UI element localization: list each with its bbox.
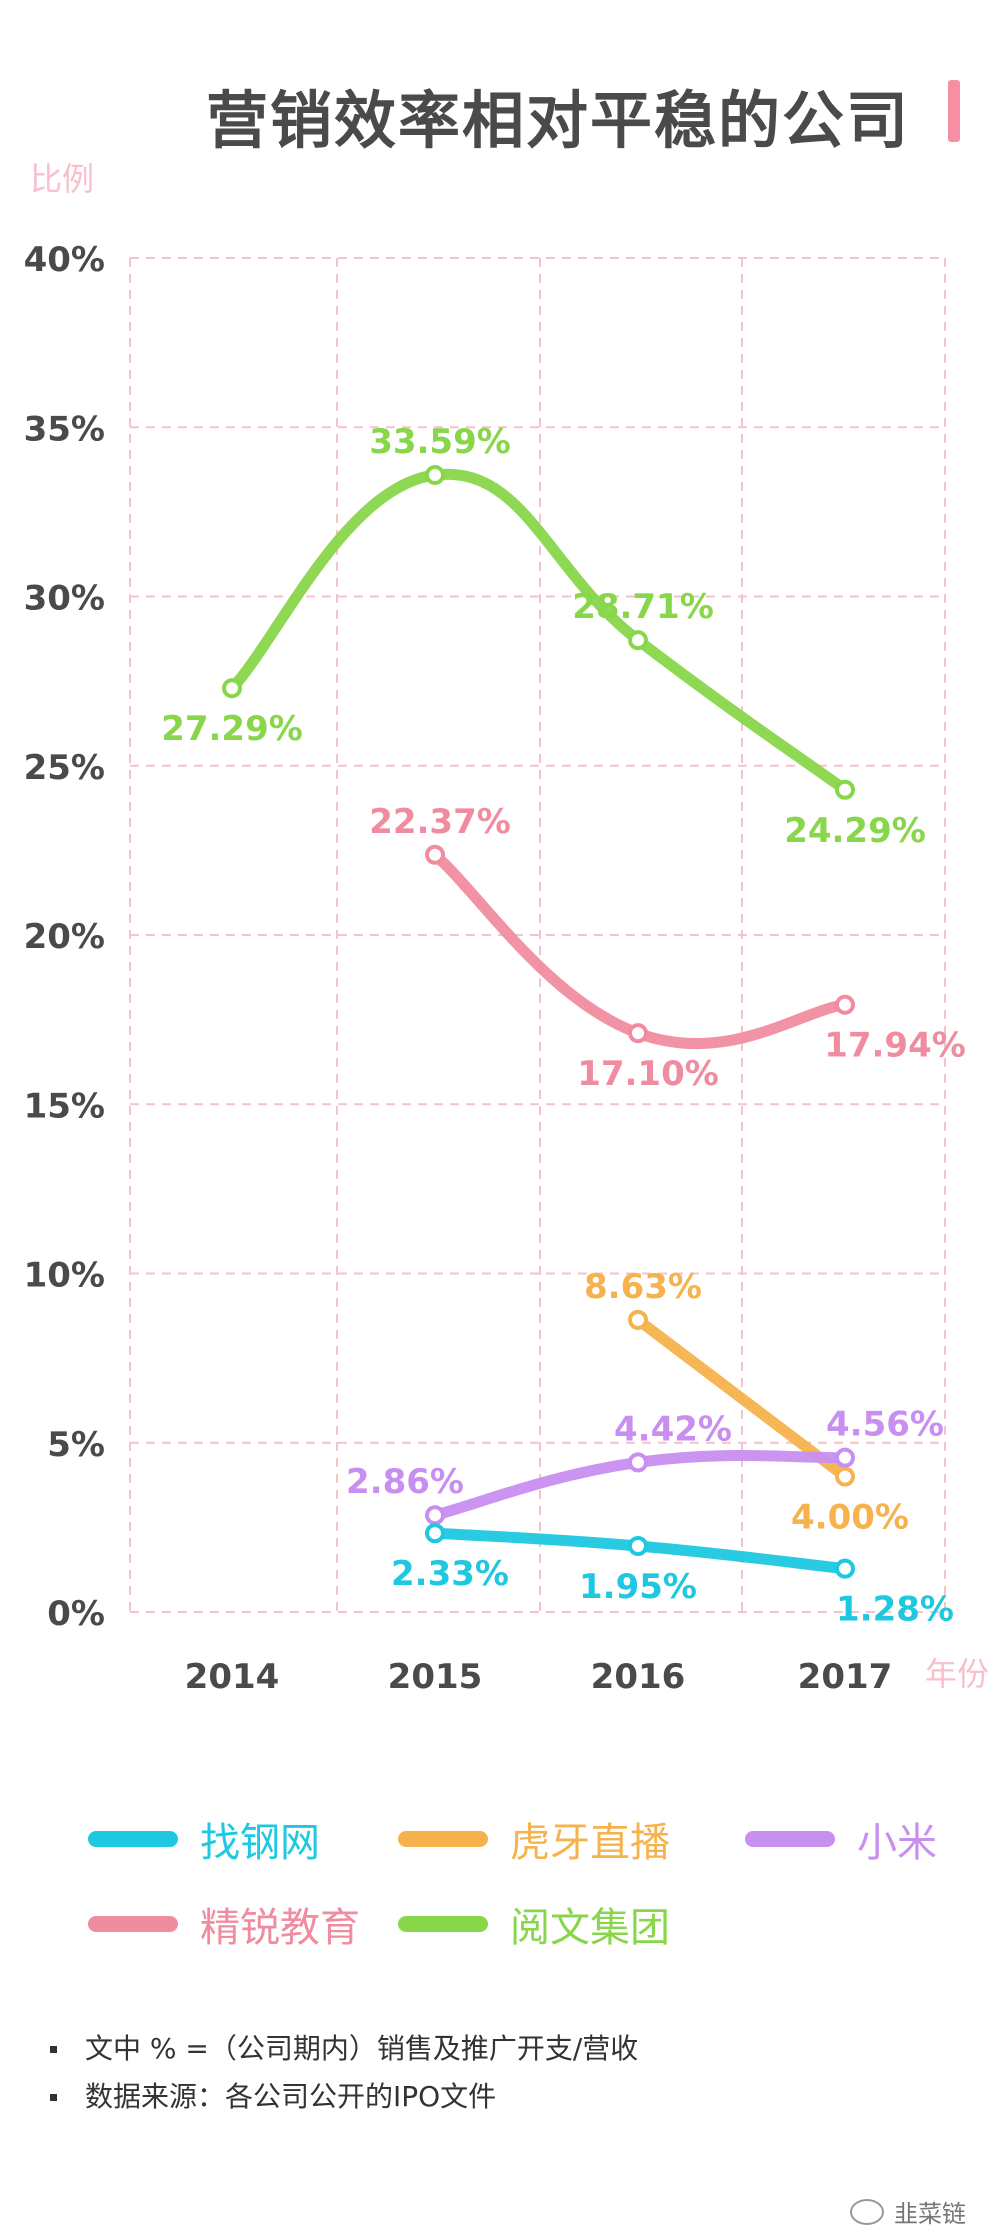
data-label: 22.37% <box>369 802 511 842</box>
x-tick-label: 2014 <box>185 1657 280 1697</box>
legend-label: 精锐教育 <box>200 1905 360 1951</box>
data-point <box>628 1452 648 1473</box>
legend-swatch <box>745 1831 835 1847</box>
data-point <box>835 994 855 1015</box>
data-point <box>835 1466 855 1487</box>
y-axis-label: 比例 <box>30 160 94 198</box>
bullet-icon <box>50 2093 57 2101</box>
footnote: 文中 % =（公司期内）销售及推广开支/营收 <box>50 2025 638 2073</box>
legend-swatch <box>88 1916 178 1932</box>
data-label: 2.33% <box>391 1554 509 1594</box>
series-line <box>429 849 851 1050</box>
legend-swatch <box>398 1916 488 1932</box>
data-label: 2.86% <box>346 1462 464 1502</box>
data-point <box>425 464 445 485</box>
series-line <box>632 1314 851 1483</box>
legend-label: 找钢网 <box>200 1820 320 1866</box>
footnotes: 文中 % =（公司期内）销售及推广开支/营收 数据来源：各公司公开的IPO文件 <box>50 2025 638 2121</box>
legend-item-yuewen: 阅文集团 <box>398 1895 670 1953</box>
y-tick-label: 15% <box>24 1086 105 1126</box>
data-point <box>628 1535 648 1556</box>
data-point <box>835 779 855 800</box>
y-tick-label: 5% <box>47 1425 105 1465</box>
legend-label: 虎牙直播 <box>510 1820 670 1866</box>
data-label: 4.00% <box>791 1498 909 1538</box>
legend-item-xiaomi: 小米 <box>745 1810 937 1868</box>
data-label: 1.28% <box>836 1590 954 1630</box>
line-chart: 0% 5% 10% 15% 20% 25% 30% 35% 40% 2014 2015 2016 201… <box>24 160 989 1697</box>
data-point <box>835 1447 855 1468</box>
data-label: 33.59% <box>369 422 511 462</box>
data-label: 28.71% <box>572 587 714 627</box>
footnote: 数据来源：各公司公开的IPO文件 <box>50 2073 638 2121</box>
y-tick-label: 40% <box>24 240 105 280</box>
legend-label: 小米 <box>857 1820 937 1866</box>
y-tick-label: 0% <box>47 1594 105 1634</box>
data-label: 24.29% <box>784 811 926 851</box>
data-point <box>425 844 445 865</box>
footnote-text: 文中 % =（公司期内）销售及推广开支/营收 <box>85 2032 639 2065</box>
data-label: 8.63% <box>584 1267 702 1307</box>
data-point <box>628 1023 648 1044</box>
data-point <box>425 1523 445 1544</box>
chart-title: 营销效率相对平稳的公司 <box>205 84 910 157</box>
data-label: 17.10% <box>577 1054 719 1094</box>
y-tick-label: 20% <box>24 917 105 957</box>
watermark-text: 韭菜链 <box>894 2200 966 2228</box>
data-point <box>628 1309 648 1330</box>
legend-item-jingrui: 精锐教育 <box>88 1895 360 1953</box>
y-tick-label: 25% <box>24 748 105 788</box>
y-tick-label: 10% <box>24 1256 105 1296</box>
data-point <box>835 1558 855 1579</box>
bullet-icon <box>50 2045 57 2053</box>
title-accent-bar <box>948 80 960 142</box>
data-point <box>628 630 648 651</box>
series-line <box>226 468 851 796</box>
legend-item-huya: 虎牙直播 <box>398 1810 670 1868</box>
footnote-text: 数据来源：各公司公开的IPO文件 <box>85 2080 497 2113</box>
data-label: 27.29% <box>161 709 303 749</box>
watermark: 韭菜链 <box>850 2194 966 2229</box>
x-tick-label: 2015 <box>388 1657 483 1697</box>
data-label: 4.42% <box>614 1409 732 1449</box>
wechat-icon <box>850 2198 884 2225</box>
y-tick-label: 30% <box>24 579 105 619</box>
y-tick-label: 35% <box>24 409 105 449</box>
legend-swatch <box>398 1831 488 1847</box>
legend-label: 阅文集团 <box>510 1905 670 1951</box>
legend-swatch <box>88 1831 178 1847</box>
legend-item-zhaogangwang: 找钢网 <box>88 1810 320 1868</box>
x-axis-label: 年份 <box>925 1655 989 1693</box>
data-label: 17.94% <box>824 1026 966 1066</box>
x-tick-label: 2016 <box>591 1657 686 1697</box>
data-label: 4.56% <box>826 1405 944 1445</box>
data-point <box>425 1505 445 1526</box>
x-tick-label: 2017 <box>798 1657 893 1697</box>
data-point <box>222 678 242 699</box>
data-label: 1.95% <box>579 1567 697 1607</box>
